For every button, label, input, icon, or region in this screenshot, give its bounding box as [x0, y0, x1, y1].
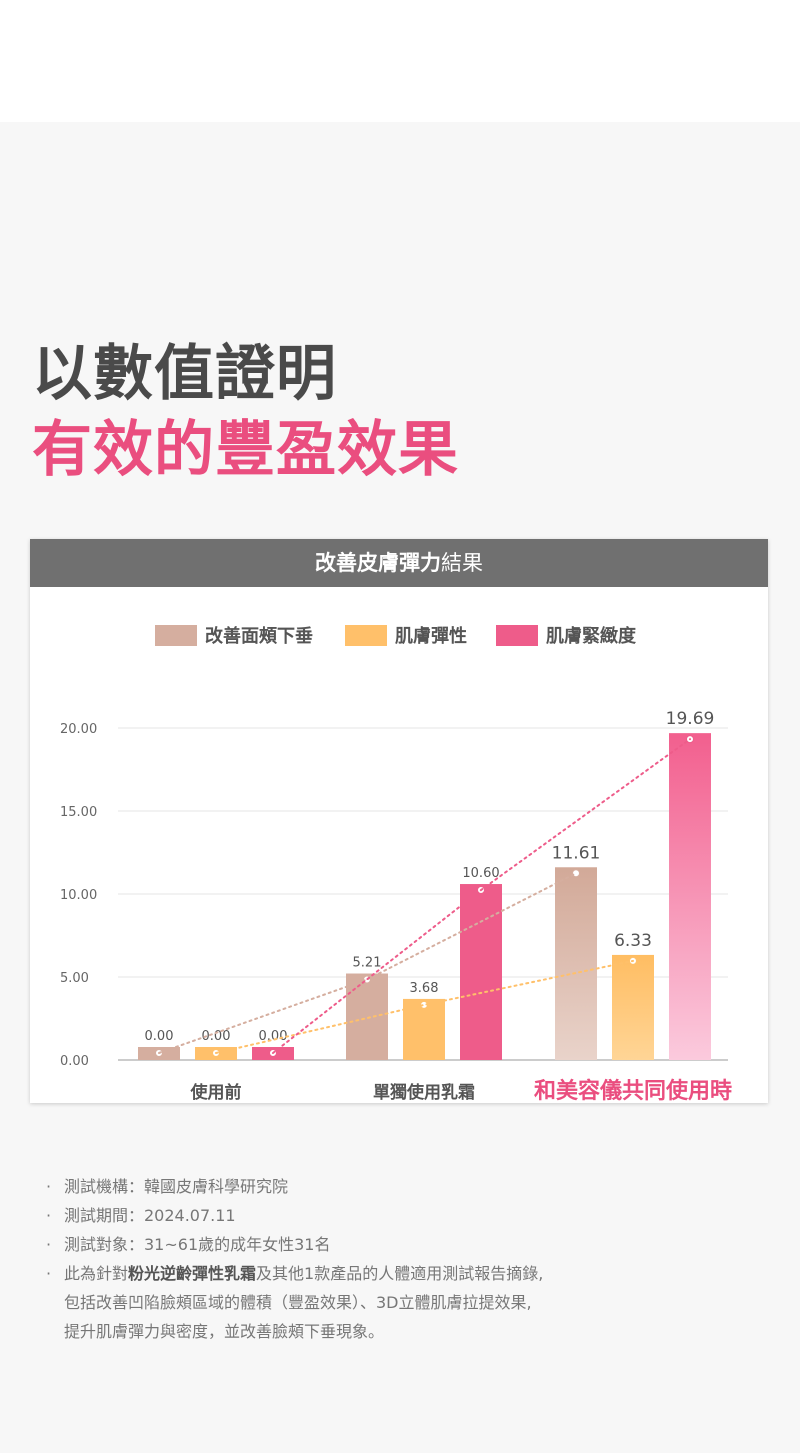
footnote-line-2: 包括改善凹陷臉頰區域的體積（豐盈效果）、3D立體肌膚拉提效果, [64, 1293, 532, 1312]
y-tick-label: 0.00 [60, 1054, 89, 1069]
y-tick-label: 10.00 [60, 888, 97, 903]
legend-swatch [345, 625, 387, 646]
footnote-text: 測試對象：31~61歲的成年女性31名 [64, 1235, 331, 1254]
value-marker [572, 869, 580, 878]
footnote-item: · 測試機構：韓國皮膚科學研究院 [44, 1172, 664, 1201]
legend-label: 肌膚緊緻度 [546, 625, 637, 647]
data-label: 19.69 [666, 709, 715, 729]
chart-title-bold: 改善皮膚彈力 [315, 551, 441, 575]
bullet-dot-icon: · [46, 1206, 52, 1225]
chart-card: 改善皮膚彈力結果 改善面頰下垂 肌膚彈性 肌膚緊緻度 0.00 5.00 10.00 15.… [30, 539, 768, 1103]
legend-label: 改善面頰下垂 [205, 625, 313, 647]
y-tick-label: 20.00 [60, 722, 97, 737]
footnotes: · 測試機構：韓國皮膚科學研究院 · 測試期間：2024.07.11 · 測試對象：3… [44, 1172, 664, 1346]
x-tick-label: 和美容儀共同使用時 [534, 1078, 732, 1103]
footnote-text: 測試機構：韓國皮膚科學研究院 [64, 1177, 289, 1196]
bar [460, 884, 502, 1060]
bar [555, 867, 597, 1060]
data-label: 0.00 [202, 1029, 231, 1044]
chart-title: 改善皮膚彈力結果 [30, 539, 768, 587]
x-tick-label: 單獨使用乳霜 [373, 1082, 475, 1103]
headline: 以數值證明 有效的豐盈效果 [32, 336, 459, 488]
footnote-post: 及其他1款產品的人體適用測試報告摘錄, [256, 1264, 544, 1283]
data-label: 10.60 [462, 866, 499, 881]
y-tick-label: 5.00 [60, 971, 89, 986]
y-tick-label: 15.00 [60, 805, 97, 820]
x-tick-label: 使用前 [190, 1082, 242, 1103]
legend-swatch [155, 625, 197, 646]
footnote-item: · 測試對象：31~61歲的成年女性31名 [44, 1230, 664, 1259]
data-label: 0.00 [145, 1029, 174, 1044]
data-label: 5.21 [353, 956, 382, 971]
legend-swatch [496, 625, 538, 646]
data-label: 0.00 [259, 1029, 288, 1044]
bullet-dot-icon: · [46, 1264, 52, 1283]
headline-line-2: 有效的豐盈效果 [32, 415, 459, 485]
data-label: 6.33 [614, 931, 652, 951]
bullet-dot-icon: · [46, 1235, 52, 1254]
legend-label: 肌膚彈性 [395, 625, 467, 647]
data-label: 11.61 [552, 843, 601, 863]
bar [612, 954, 654, 1060]
footnote-item: · 此為針對粉光逆齡彈性乳霜及其他1款產品的人體適用測試報告摘錄, 包括改善凹陷臉頰… [44, 1259, 664, 1346]
bar [669, 733, 711, 1060]
trend-line [158, 872, 577, 1054]
chart-title-rest: 結果 [441, 551, 483, 575]
trend-line [272, 738, 691, 1054]
footnote-pre: 此為針對 [64, 1264, 129, 1283]
footnote-text: 測試期間：2024.07.11 [64, 1206, 236, 1225]
headline-line-1: 以數值證明 [32, 339, 337, 409]
bullet-dot-icon: · [46, 1177, 52, 1196]
bar-chart: 改善面頰下垂 肌膚彈性 肌膚緊緻度 0.00 5.00 10.00 15.00 20.00 0.… [60, 625, 732, 1103]
footnote-line-3: 提升肌膚彈力與密度，並改善臉頰下垂現象。 [64, 1322, 385, 1341]
top-band [0, 0, 800, 122]
bar [346, 973, 388, 1060]
trend-line [215, 959, 634, 1054]
data-label: 3.68 [410, 981, 439, 996]
footnote-product-name: 粉光逆齡彈性乳霜 [128, 1264, 257, 1283]
footnote-item: · 測試期間：2024.07.11 [44, 1201, 664, 1230]
